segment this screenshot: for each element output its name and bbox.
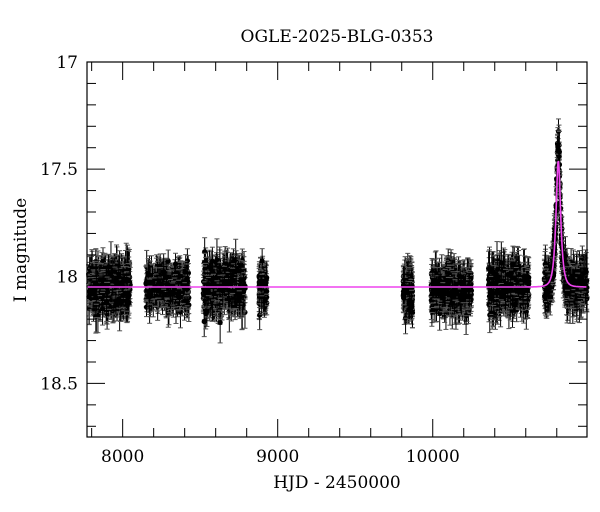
y-tick-label: 17.5	[40, 160, 78, 180]
x-tick-label: 9000	[256, 447, 299, 467]
plot-frame	[86, 61, 588, 438]
x-tick-label: 10000	[406, 447, 460, 467]
x-tick-labels: 8000 9000 10000	[101, 447, 460, 467]
y-axis-label: I magnitude	[11, 198, 31, 302]
data-points	[86, 118, 590, 344]
y-tick-label: 17	[56, 53, 78, 73]
model-curve	[87, 160, 587, 288]
x-tick-label: 8000	[101, 447, 144, 467]
y-tick-labels: 17 17.5 18 18.5	[40, 53, 78, 394]
chart-title: OGLE-2025-BLG-0353	[241, 27, 434, 47]
y-tick-label: 18	[56, 267, 78, 287]
y-tick-label: 18.5	[40, 374, 78, 394]
x-axis-label: HJD - 2450000	[273, 473, 401, 493]
